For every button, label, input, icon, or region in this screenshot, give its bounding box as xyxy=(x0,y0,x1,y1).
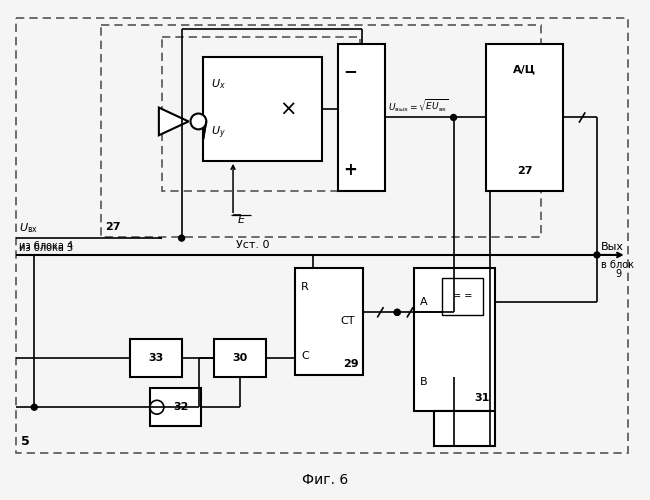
Bar xyxy=(295,268,363,374)
Text: А/Ц: А/Ц xyxy=(514,64,536,74)
Text: 27: 27 xyxy=(105,222,121,232)
Text: $U_y$: $U_y$ xyxy=(211,125,226,141)
Bar xyxy=(162,38,359,190)
Text: 29: 29 xyxy=(343,358,359,368)
Text: 27: 27 xyxy=(517,166,532,176)
Text: Уст. 0: Уст. 0 xyxy=(236,240,270,250)
Circle shape xyxy=(594,252,600,258)
Text: 9: 9 xyxy=(616,269,622,279)
Text: из блока 4: из блока 4 xyxy=(20,241,73,251)
Text: B: B xyxy=(420,376,428,386)
Bar xyxy=(130,339,181,376)
Text: +: + xyxy=(343,161,357,179)
Bar xyxy=(414,268,495,411)
Text: 30: 30 xyxy=(232,353,248,363)
Text: 31: 31 xyxy=(474,394,490,404)
Text: C: C xyxy=(301,351,309,361)
Bar xyxy=(442,278,483,316)
Text: $\times$: $\times$ xyxy=(279,98,296,118)
Circle shape xyxy=(394,310,400,316)
Text: СТ: СТ xyxy=(340,316,355,326)
Bar xyxy=(434,411,495,446)
Text: из блока 3: из блока 3 xyxy=(20,243,73,253)
Bar xyxy=(214,339,266,376)
Text: 32: 32 xyxy=(173,402,188,412)
Text: = =: = = xyxy=(453,292,472,302)
Bar xyxy=(486,44,564,191)
Bar xyxy=(338,44,385,191)
Text: −: − xyxy=(343,62,357,80)
Circle shape xyxy=(179,235,185,241)
Text: $U_x$: $U_x$ xyxy=(211,77,226,90)
Bar xyxy=(203,57,322,161)
Bar xyxy=(16,18,628,452)
Text: R: R xyxy=(301,282,309,292)
Text: 5: 5 xyxy=(21,435,30,448)
Circle shape xyxy=(394,310,400,316)
Text: 33: 33 xyxy=(148,353,164,363)
Bar xyxy=(101,24,541,237)
Circle shape xyxy=(150,400,164,414)
Polygon shape xyxy=(159,108,188,136)
Bar xyxy=(150,388,202,426)
Circle shape xyxy=(450,114,456,120)
Text: $U_{\text{вх}}$: $U_{\text{вх}}$ xyxy=(20,222,38,235)
Text: Фиг. 6: Фиг. 6 xyxy=(302,474,348,488)
Circle shape xyxy=(190,114,206,130)
Text: E: E xyxy=(237,216,244,226)
Text: $U_{\text{вых}}=\sqrt{EU_{\text{вх}}}$: $U_{\text{вых}}=\sqrt{EU_{\text{вх}}}$ xyxy=(388,97,448,114)
Text: A: A xyxy=(420,298,428,308)
Text: в блок: в блок xyxy=(601,260,634,270)
Circle shape xyxy=(31,404,37,410)
Text: Вых: Вых xyxy=(601,242,624,252)
